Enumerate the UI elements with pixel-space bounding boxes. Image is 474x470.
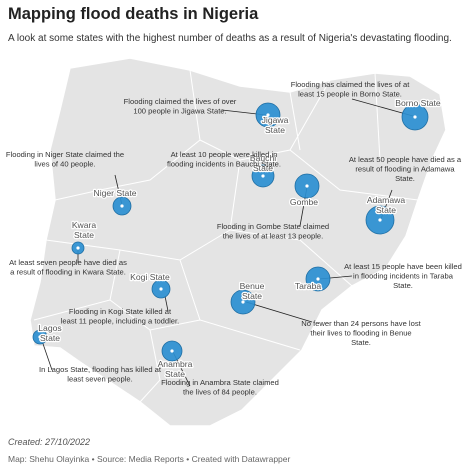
leader-line	[164, 295, 169, 312]
annotation: In Lagos State, flooding has killed at	[39, 365, 162, 374]
subtitle: A look at some states with the highest n…	[8, 33, 452, 44]
state-label: Jigawa	[262, 115, 289, 125]
annotation: least seven people.	[67, 375, 132, 384]
state-label: State	[253, 163, 273, 173]
annotation: Flooding in Niger State claimed the	[6, 150, 124, 159]
annotation: least 15 people in Borno State.	[298, 90, 402, 99]
bubble-center	[159, 287, 163, 291]
bubble-center	[266, 113, 270, 117]
state-label: State	[265, 125, 285, 135]
annotation: Flooding in Gombe State claimed	[217, 222, 329, 231]
annotation: lives of 40 people.	[34, 160, 95, 169]
state-label: State	[376, 205, 396, 215]
state-label: Lagos	[38, 323, 61, 333]
annotation: At least seven people have died as	[9, 258, 127, 267]
annotation: State.	[351, 338, 371, 347]
annotation: At least 50 people have died as a	[349, 155, 462, 164]
bubble-center	[170, 349, 174, 353]
bubble-center	[305, 184, 309, 188]
bubble-center	[261, 174, 265, 178]
leader-line	[245, 301, 313, 323]
annotation: Flooding has claimed the lives of at	[291, 80, 411, 89]
annotation: their lives to flooding in Benue	[310, 329, 411, 338]
annotation: At least 10 people were killed in	[171, 150, 278, 159]
state-label: State	[40, 333, 60, 343]
annotation: flooding incidents in Bauchi State.	[167, 160, 281, 169]
state-label: Adamawa	[367, 195, 405, 205]
bubble-center	[38, 335, 42, 339]
annotation: State.	[395, 174, 415, 183]
annotation: least 11 people, including a toddler.	[61, 317, 180, 326]
title: Mapping flood deaths in Nigeria	[8, 5, 259, 23]
state-label: Anambra	[158, 359, 193, 369]
annotation: the lives of at least 13 people.	[223, 232, 323, 241]
state-label: Bauchi	[250, 153, 276, 163]
created-note: Created: 27/10/2022	[8, 437, 90, 447]
state-label: Gombe	[290, 197, 318, 207]
country-shape	[29, 57, 447, 427]
annotation: No fewer than 24 persons have lost	[301, 319, 421, 328]
state-borders	[33, 69, 419, 403]
annotation: At least 15 people have been killed	[344, 262, 462, 271]
bubble-center	[76, 246, 80, 250]
annotation: a result of flooding in Kwara State.	[10, 268, 126, 277]
state-label: Kwara	[72, 220, 97, 230]
annotation: Flooding claimed the lives of over	[124, 97, 237, 106]
annotation: in flooding incidents in Taraba	[353, 272, 454, 281]
annotation: result of flooding in Adamawa	[355, 165, 455, 174]
bubble-center	[413, 115, 417, 119]
bubble-center	[316, 277, 320, 281]
state-label: Niger State	[94, 188, 137, 198]
bubble-center	[120, 204, 124, 208]
annotation: the lives of 84 people.	[183, 388, 257, 397]
annotation: Flooding in Anambra State claimed	[161, 378, 279, 387]
bubble-center	[241, 300, 245, 304]
annotation: 100 people in Jigawa State.	[133, 107, 226, 116]
state-label: Borno State	[395, 98, 441, 108]
credits: Map: Shehu Olayinka • Source: Media Repo…	[8, 454, 291, 464]
state-label: Benue	[240, 281, 265, 291]
map	[29, 57, 447, 427]
state-label: State	[242, 291, 262, 301]
state-label: Kogi State	[130, 272, 170, 282]
state-label: State	[74, 230, 94, 240]
state-label: State	[165, 369, 185, 379]
annotation: Flooding in Kogi State killed at	[69, 307, 172, 316]
annotation: State.	[393, 281, 413, 290]
bubble-center	[378, 218, 382, 222]
state-label: Taraba	[295, 281, 321, 291]
